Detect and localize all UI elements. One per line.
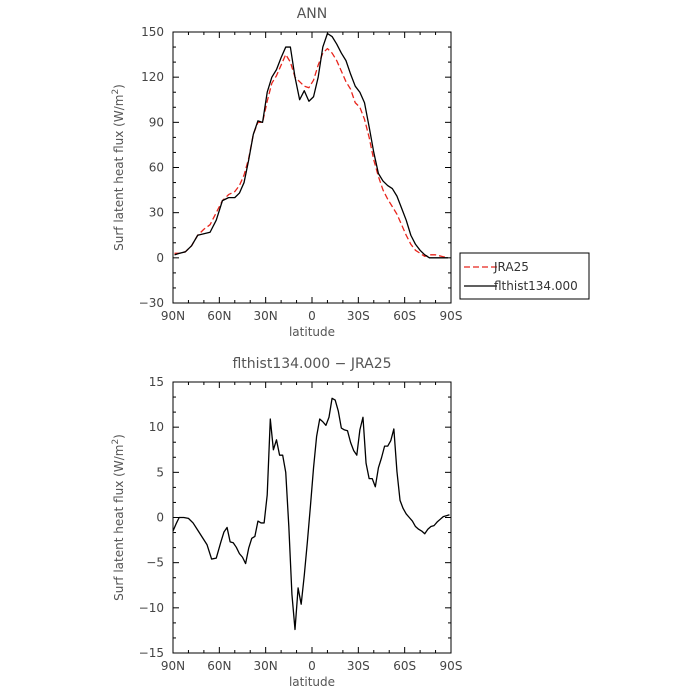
y-tick-label: 120 [141, 70, 164, 84]
y-tick-label: 30 [149, 206, 164, 220]
y-tick-label: 60 [149, 161, 164, 175]
series-line-jra25 [174, 47, 449, 259]
x-tick-label: 60S [393, 309, 416, 323]
legend-box [459, 252, 590, 300]
legend: JRA25 flthist134.000 [459, 252, 590, 300]
y-axis-label-end: ) [112, 84, 126, 89]
x-tick-label: 0 [308, 659, 316, 673]
x-axis-label: latitude [289, 675, 335, 689]
series-line-difference [172, 397, 450, 631]
y-tick-label: −30 [139, 296, 164, 310]
y-tick-label: 0 [156, 511, 164, 525]
x-tick-label: 90S [440, 659, 463, 673]
legend-label: flthist134.000 [494, 279, 578, 293]
x-tick-label: 30N [254, 309, 278, 323]
chart-title: ANN [297, 6, 328, 22]
x-tick-label: 60S [393, 659, 416, 673]
legend-label: JRA25 [493, 260, 529, 274]
y-tick-label: 15 [149, 375, 164, 389]
y-tick-label: 150 [141, 25, 164, 39]
y-tick-label: −10 [139, 601, 164, 615]
bottom-chart-panel: flthist134.000 − JRA25 90N 60N 30N 0 30S 60S 90… [111, 356, 462, 689]
top-chart-panel: ANN 90N 60N 30N 0 30S 60S 90S −30 0 30 60 90 120 150 la… [111, 6, 590, 339]
y-axis-label: Surf latent heat flux (W/m2) [111, 84, 126, 251]
y-tick-label: 5 [156, 465, 164, 479]
chart-title: flthist134.000 − JRA25 [232, 356, 391, 372]
y-axis-label: Surf latent heat flux (W/m2) [111, 434, 126, 601]
x-tick-label: 60N [207, 309, 231, 323]
x-tick-label: 0 [308, 309, 316, 323]
plot-frame [172, 31, 452, 304]
y-tick-label: 90 [149, 115, 164, 129]
series-line-flthist134-000 [174, 32, 448, 259]
y-axis-label-end: ) [112, 434, 126, 439]
x-tick-label: 90N [161, 309, 185, 323]
y-tick-label: −15 [139, 646, 164, 660]
y-axis-label-text: Surf latent heat flux (W/m [112, 95, 126, 251]
y-axis-label-text: Surf latent heat flux (W/m [112, 445, 126, 601]
x-tick-label: 30S [347, 309, 370, 323]
x-tick-label: 90S [440, 309, 463, 323]
x-tick-label: 90N [161, 659, 185, 673]
y-tick-label: 10 [149, 420, 164, 434]
x-tick-label: 30N [254, 659, 278, 673]
y-tick-label: −5 [146, 556, 164, 570]
y-tick-label: 0 [156, 251, 164, 265]
x-axis-label: latitude [289, 325, 335, 339]
y-axis-label-superscript: 2 [111, 89, 121, 95]
x-tick-label: 60N [207, 659, 231, 673]
x-tick-label: 30S [347, 659, 370, 673]
y-axis-label-superscript: 2 [111, 439, 121, 445]
